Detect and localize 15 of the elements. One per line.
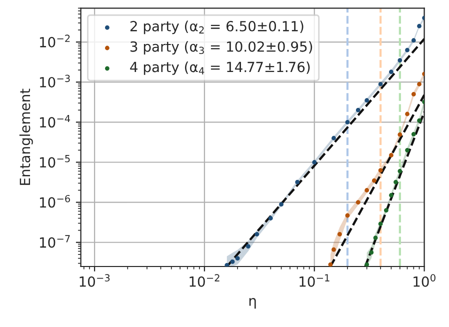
x-tick-label: 10$^{−2}$ [190, 274, 220, 287]
y-tick-label: 10$^{−3}$ [40, 74, 70, 88]
legend-label: 3 party (α$_{3}$ = 10.02±0.95) [130, 41, 312, 55]
y-axis-title: Entanglement [19, 88, 33, 185]
x-tick-label: 10$^{0}$ [414, 274, 436, 287]
y-tick-label: 10$^{−4}$ [40, 114, 70, 128]
x-tick-label: 10$^{−1}$ [300, 274, 330, 287]
y-tick-label: 10$^{−2}$ [40, 34, 70, 48]
legend-label: 4 party (α$_{4}$ = 14.77±1.76) [130, 62, 310, 75]
y-tick-label: 10$^{−7}$ [40, 235, 70, 248]
y-tick-label: 10$^{−5}$ [40, 155, 70, 168]
legend-label: 2 party (α$_{2}$ = 6.50±0.11) [130, 20, 304, 34]
y-tick-label: 10$^{−6}$ [40, 194, 70, 208]
x-tick-label: 10$^{−3}$ [80, 274, 110, 287]
x-axis-title: η [249, 298, 256, 309]
